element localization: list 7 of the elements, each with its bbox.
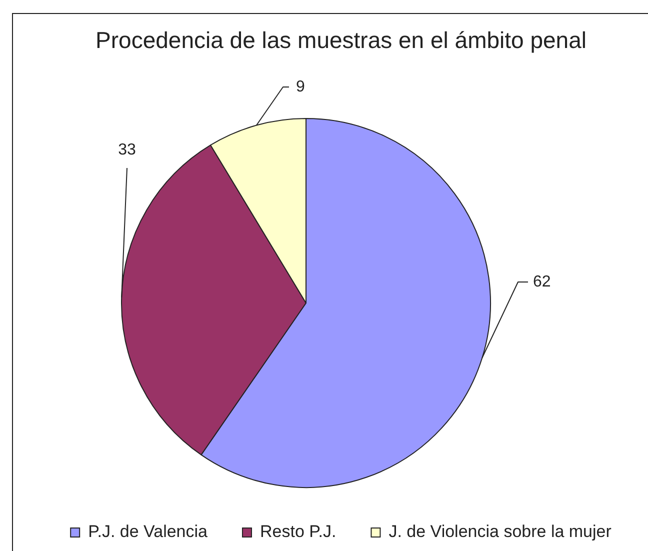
data-label: 33 xyxy=(118,141,136,158)
legend-label: Resto P.J. xyxy=(260,522,336,542)
legend-label: J. de Violencia sobre la mujer xyxy=(388,522,612,542)
chart-title: Procedencia de las muestras en el ámbito penal xyxy=(96,27,586,54)
data-label: 62 xyxy=(533,273,551,290)
data-label: 9 xyxy=(296,78,305,96)
legend-label: P.J. de Valencia xyxy=(88,522,208,542)
